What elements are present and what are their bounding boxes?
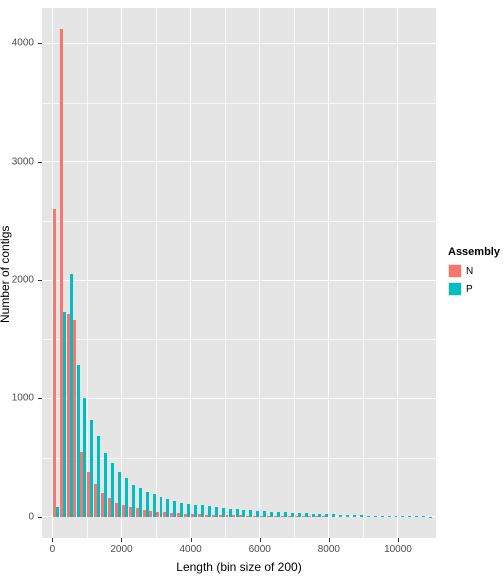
- y-tick-label: 0: [0, 511, 34, 522]
- bar: [291, 513, 294, 517]
- x-tick-label: 0: [50, 544, 56, 555]
- bar: [63, 312, 66, 517]
- bar: [374, 516, 377, 517]
- bar: [153, 494, 156, 516]
- bars-layer: [42, 8, 436, 538]
- bar: [318, 514, 321, 517]
- x-tick-label: 10000: [384, 544, 412, 555]
- bar: [208, 506, 211, 516]
- bar: [339, 515, 342, 517]
- bar: [187, 504, 190, 517]
- bar: [77, 365, 80, 516]
- bar: [222, 508, 225, 517]
- bar: [312, 514, 315, 517]
- bar: [166, 499, 169, 517]
- bar: [132, 485, 135, 517]
- legend-label: P: [466, 284, 473, 295]
- bar: [118, 472, 121, 517]
- bar: [90, 420, 93, 517]
- y-tick-label: 3000: [0, 156, 34, 167]
- x-tick-label: 8000: [318, 544, 340, 555]
- bar: [236, 509, 239, 516]
- bar: [111, 463, 114, 516]
- bar: [367, 516, 370, 517]
- bar: [104, 453, 107, 517]
- bar: [194, 505, 197, 517]
- bar: [256, 511, 259, 517]
- bar: [395, 516, 398, 517]
- histogram-chart: 010002000300040000200040006000800010000 …: [0, 0, 504, 579]
- y-tick-label: 1000: [0, 393, 34, 404]
- bar: [360, 515, 363, 516]
- bar: [173, 501, 176, 517]
- bar: [83, 398, 86, 516]
- bar: [146, 492, 149, 517]
- bar: [229, 509, 232, 517]
- bar: [139, 488, 142, 516]
- y-axis-label: Number of contigs: [0, 226, 12, 323]
- bar: [388, 516, 391, 517]
- bar: [284, 512, 287, 516]
- x-tick-label: 2000: [110, 544, 132, 555]
- x-tick-label: 4000: [179, 544, 201, 555]
- bar: [97, 436, 100, 516]
- bar: [298, 513, 301, 517]
- bar: [201, 505, 204, 516]
- bar: [249, 510, 252, 516]
- bar: [53, 209, 56, 517]
- bar: [56, 507, 59, 516]
- legend-item: N: [448, 262, 500, 280]
- bar: [160, 497, 163, 517]
- bar: [263, 511, 266, 516]
- legend-item: P: [448, 280, 500, 298]
- bar: [70, 274, 73, 517]
- y-tick-label: 4000: [0, 38, 34, 49]
- legend-title: Assembly: [448, 246, 500, 258]
- x-tick-label: 6000: [249, 544, 271, 555]
- bar: [215, 507, 218, 516]
- bar: [353, 515, 356, 517]
- bar: [381, 516, 384, 517]
- bar: [270, 512, 273, 517]
- x-axis-label: Length (bin size of 200): [42, 560, 436, 574]
- legend-items: NP: [448, 262, 500, 298]
- bar: [332, 514, 335, 516]
- bar: [125, 478, 128, 517]
- bar: [180, 503, 183, 517]
- bar: [305, 513, 308, 516]
- bar: [325, 514, 328, 517]
- bar: [346, 515, 349, 517]
- bar: [277, 512, 280, 517]
- legend-label: N: [466, 266, 473, 277]
- bar: [242, 510, 245, 517]
- legend: Assembly NP: [448, 246, 500, 298]
